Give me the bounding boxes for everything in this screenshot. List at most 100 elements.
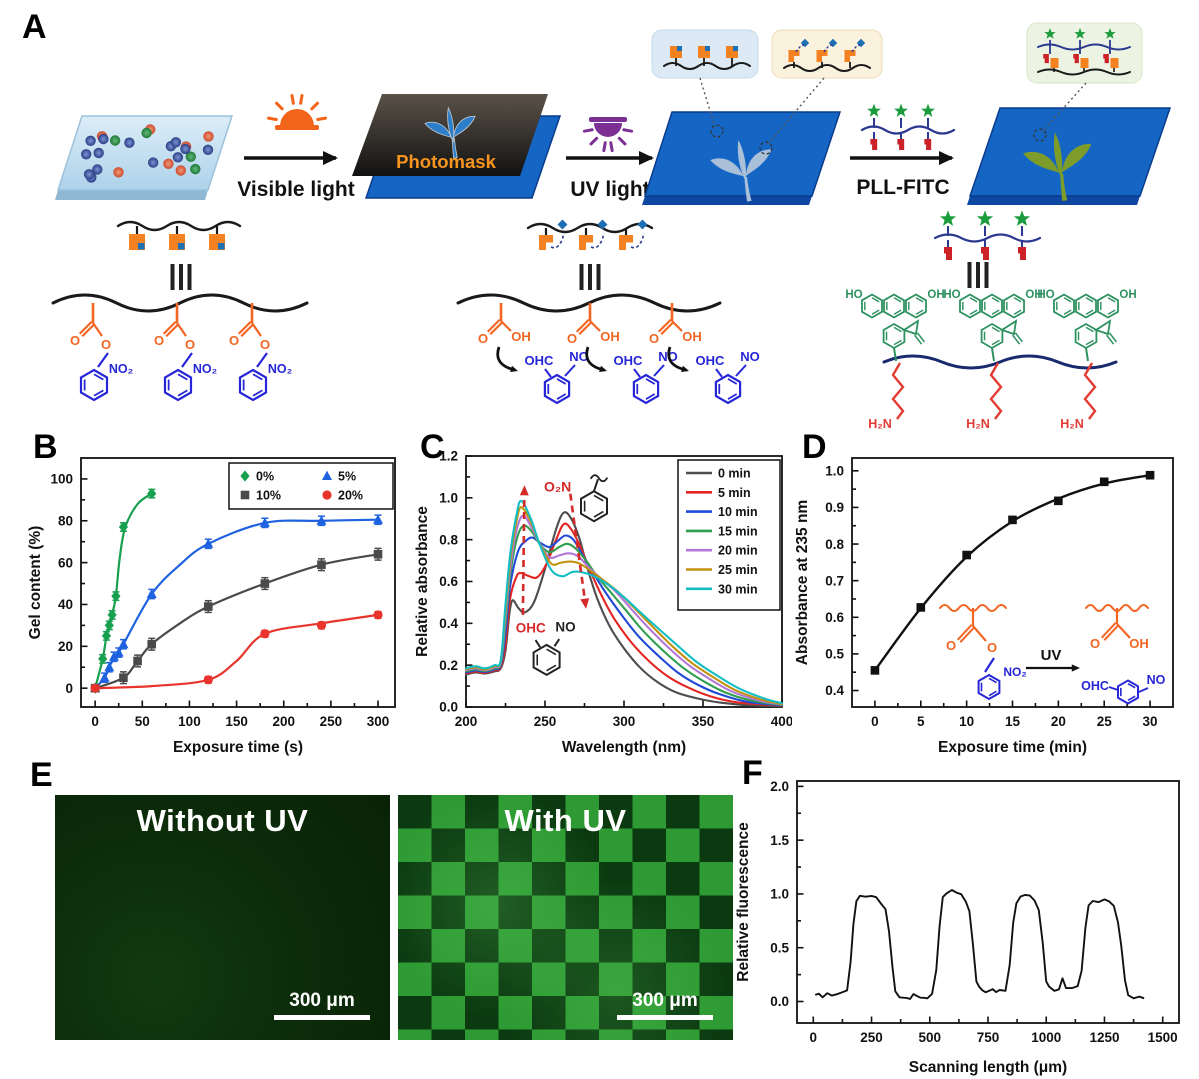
svg-text:30 min: 30 min (718, 582, 758, 596)
svg-text:300: 300 (367, 714, 390, 729)
svg-text:H₂N: H₂N (1060, 417, 1084, 431)
svg-text:OH: OH (682, 329, 702, 344)
uv-lamp-icon (582, 117, 634, 153)
svg-text:0.2: 0.2 (439, 658, 458, 673)
svg-text:NO: NO (555, 620, 575, 635)
svg-text:0.8: 0.8 (825, 537, 844, 552)
svg-text:40: 40 (58, 597, 73, 612)
svg-text:20 min: 20 min (718, 544, 758, 558)
svg-text:750: 750 (977, 1030, 1000, 1045)
svg-text:60: 60 (58, 555, 73, 570)
svg-text:0.6: 0.6 (825, 610, 844, 625)
uv-light-step: UV light (566, 117, 654, 201)
svg-text:HO: HO (845, 289, 862, 301)
pll-fitc-label: PLL-FITC (856, 176, 949, 199)
svg-text:25 min: 25 min (718, 563, 758, 577)
svg-text:250: 250 (860, 1030, 883, 1045)
svg-text:100: 100 (178, 714, 201, 729)
svg-text:0.5: 0.5 (825, 647, 844, 662)
svg-text:0: 0 (65, 681, 73, 696)
svg-text:5 min: 5 min (718, 486, 751, 500)
svg-text:Relative absorbance: Relative absorbance (414, 506, 431, 657)
svg-text:OHC: OHC (696, 353, 726, 368)
svg-text:1.5: 1.5 (770, 833, 789, 848)
svg-text:OH: OH (1119, 289, 1136, 301)
panel-label-b: B (33, 428, 58, 466)
svg-text:O: O (946, 638, 956, 653)
svg-text:O: O (70, 333, 80, 348)
svg-text:NO: NO (569, 349, 589, 364)
svg-text:0: 0 (810, 1030, 818, 1045)
svg-text:0.0: 0.0 (770, 994, 789, 1009)
svg-text:1.0: 1.0 (825, 464, 844, 479)
svg-text:O: O (478, 331, 488, 346)
sun-icon (266, 93, 328, 130)
svg-text:0.5: 0.5 (770, 940, 789, 955)
micrograph-with-uv: With UV 300 μm (398, 795, 733, 1040)
svg-text:OHC: OHC (516, 621, 546, 636)
monomer-dots (81, 124, 214, 183)
svg-text:Exposure time (min): Exposure time (min) (938, 739, 1087, 756)
svg-text:NO₂: NO₂ (268, 362, 292, 376)
svg-text:OHC: OHC (614, 353, 644, 368)
svg-text:Gel content (%): Gel content (%) (27, 526, 44, 640)
scale-bar-right-line (617, 1015, 713, 1020)
svg-text:O: O (1090, 636, 1100, 651)
svg-text:O: O (987, 640, 997, 655)
svg-text:0.4: 0.4 (825, 683, 844, 698)
svg-text:0.0: 0.0 (439, 700, 458, 715)
scale-bar-left-label: 300 μm (289, 990, 355, 1011)
svg-text:25: 25 (1097, 714, 1113, 729)
svg-text:Absorbance at 235 nm: Absorbance at 235 nm (794, 500, 811, 665)
pll-fitc-step: PLL-FITC (850, 103, 956, 199)
equivalence-marks (170, 262, 989, 290)
svg-text:300: 300 (613, 714, 636, 729)
svg-text:400: 400 (771, 714, 792, 729)
svg-text:O: O (229, 333, 239, 348)
schematic-chain-fitc (933, 210, 1042, 260)
svg-text:NO₂: NO₂ (1003, 665, 1026, 679)
cleaved-chain-icon (783, 38, 871, 72)
patterned-slab (642, 111, 842, 207)
svg-text:O: O (154, 333, 164, 348)
fluorescent-slab (967, 107, 1172, 206)
photomask-label: Photomask (396, 151, 496, 172)
svg-text:5: 5 (917, 714, 925, 729)
svg-text:0.7: 0.7 (825, 573, 844, 588)
svg-text:O: O (649, 331, 659, 346)
chart-fluorescence-profile: 0 250 500 750 1000 1250 1500 0.0 0.5 1.0 1.5 2.0 Sca… (735, 779, 1180, 1076)
panel-label-d: D (802, 428, 827, 466)
svg-text:1500: 1500 (1148, 1030, 1178, 1045)
svg-text:80: 80 (58, 513, 73, 528)
svg-text:1250: 1250 (1089, 1030, 1119, 1045)
visible-light-step: Visible light (237, 93, 355, 201)
visible-light-label: Visible light (237, 178, 354, 201)
svg-text:OH: OH (927, 289, 944, 301)
photomask: Photomask (352, 94, 562, 199)
svg-text:250: 250 (320, 714, 343, 729)
scale-bar-right-label: 300 μm (632, 990, 698, 1011)
svg-text:NO: NO (740, 349, 760, 364)
svg-text:150: 150 (225, 714, 248, 729)
svg-text:15: 15 (1005, 714, 1021, 729)
svg-text:HO: HO (1037, 289, 1054, 301)
svg-text:O: O (101, 337, 111, 352)
chart-absorbance-235: 0 5 10 15 20 25 30 0.4 0.5 0.6 0.7 0.8 0.9 1.0 Exposur… (794, 457, 1174, 756)
svg-text:0: 0 (91, 714, 99, 729)
svg-text:UV: UV (1041, 647, 1062, 664)
svg-text:1.0: 1.0 (770, 887, 789, 902)
zoom-circle-2 (759, 141, 773, 155)
micrograph-left-title: Without UV (136, 803, 309, 838)
protected-chain-icon (663, 46, 751, 70)
chart-absorbance-spectra: 200 250 300 350 400 0.0 0.2 0.4 0.6 0.8 1.0 1.2 Wave… (414, 449, 792, 756)
uv-light-label: UV light (570, 178, 649, 201)
schematic-chain-cleaved (526, 219, 654, 250)
svg-text:30: 30 (1143, 714, 1158, 729)
callout-cleaved-polymer (767, 29, 883, 145)
callout-protected-polymer (651, 29, 759, 128)
zoom-circle-1 (710, 124, 724, 138)
svg-text:O: O (567, 331, 577, 346)
panel-label-e: E (30, 756, 53, 794)
